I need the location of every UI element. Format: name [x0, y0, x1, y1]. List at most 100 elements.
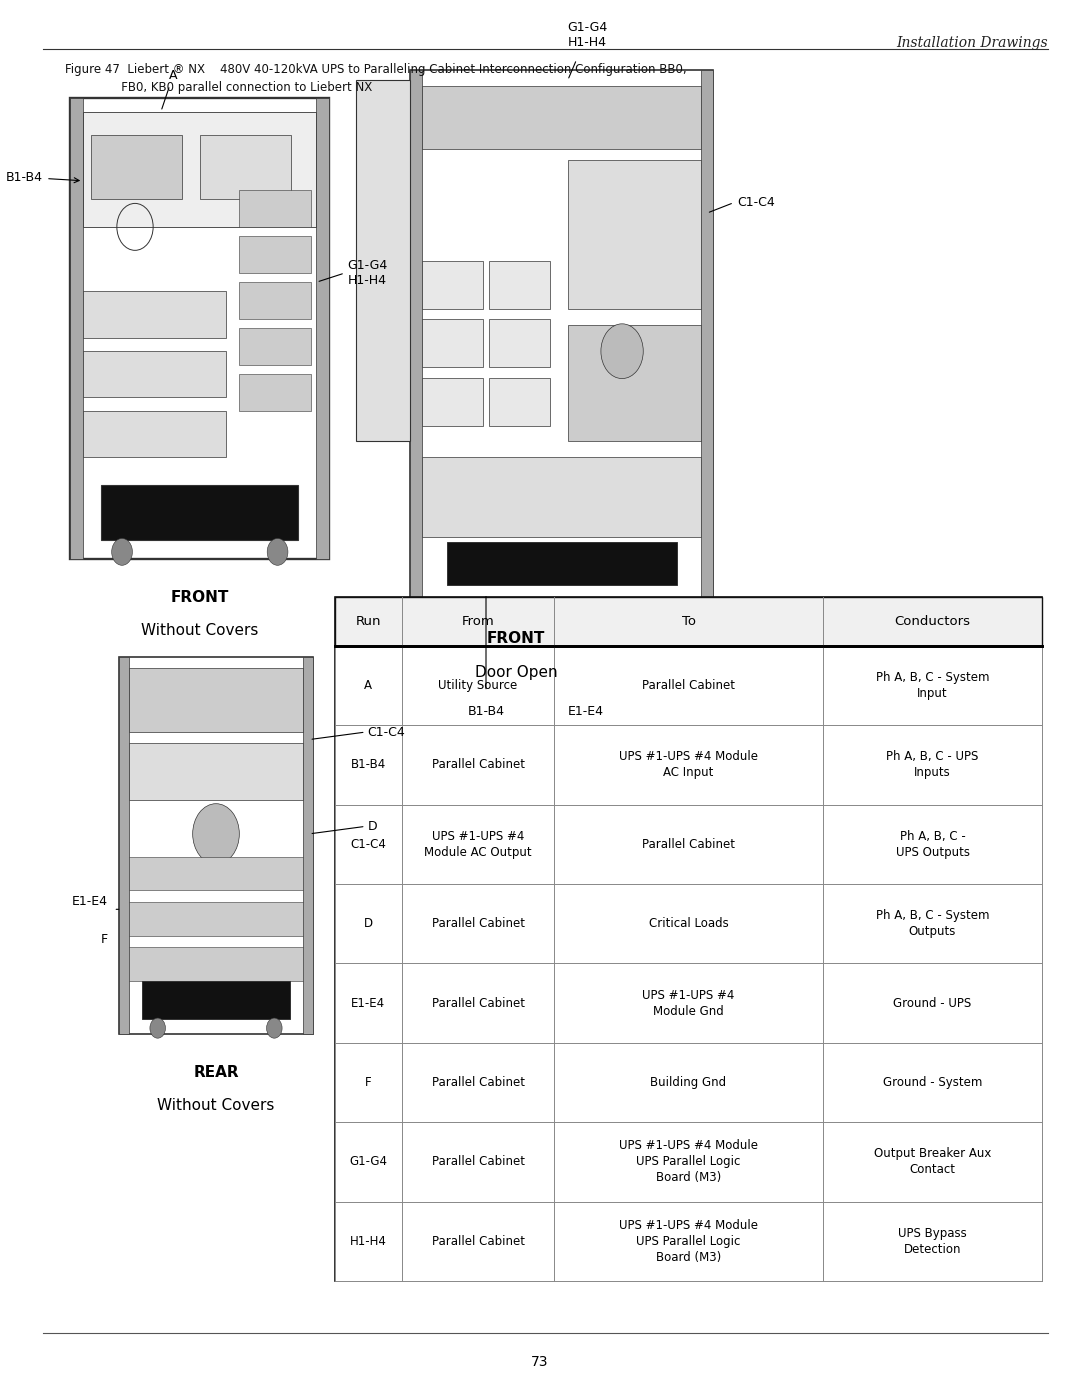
Text: Utility Source: Utility Source	[438, 679, 517, 692]
Text: F: F	[365, 1076, 372, 1090]
Text: From: From	[461, 615, 495, 627]
Text: G1-G4
H1-H4: G1-G4 H1-H4	[348, 258, 388, 286]
Bar	[335, 597, 1042, 1281]
Text: B1-B4: B1-B4	[6, 170, 79, 184]
Text: F: F	[100, 933, 108, 946]
Bar	[83, 351, 226, 398]
Bar	[422, 457, 701, 536]
Bar	[129, 902, 303, 936]
Text: REAR: REAR	[193, 1065, 239, 1080]
Text: A: A	[162, 70, 177, 109]
Bar	[335, 884, 1042, 964]
Bar	[447, 542, 676, 585]
Polygon shape	[356, 81, 410, 441]
Bar	[143, 981, 289, 1018]
Text: Door Open: Door Open	[475, 665, 557, 680]
Bar	[70, 98, 83, 559]
Text: UPS #1-UPS #4
Module AC Output: UPS #1-UPS #4 Module AC Output	[424, 830, 531, 859]
Bar	[83, 112, 316, 226]
Bar	[335, 1122, 1042, 1201]
Bar	[568, 324, 701, 441]
Bar	[568, 161, 701, 309]
Circle shape	[192, 803, 240, 863]
Text: Ph A, B, C - System
Input: Ph A, B, C - System Input	[876, 671, 989, 700]
Bar	[239, 282, 311, 319]
Text: A: A	[364, 679, 373, 692]
Text: Ph A, B, C - UPS
Inputs: Ph A, B, C - UPS Inputs	[887, 750, 978, 780]
Bar	[335, 805, 1042, 884]
Bar	[422, 377, 483, 426]
Text: D: D	[364, 918, 373, 930]
Bar	[83, 292, 226, 338]
Bar	[70, 98, 329, 559]
Text: Without Covers: Without Covers	[141, 623, 258, 638]
Text: Ground - System: Ground - System	[882, 1076, 982, 1090]
Bar	[489, 320, 550, 367]
Bar	[422, 261, 483, 309]
Bar	[303, 657, 313, 1034]
Text: Installation Drawings: Installation Drawings	[896, 36, 1048, 50]
Text: D: D	[367, 820, 377, 833]
Text: C1-C4: C1-C4	[351, 838, 387, 851]
Bar	[102, 485, 298, 541]
Bar	[410, 70, 422, 601]
Text: G1-G4: G1-G4	[350, 1155, 388, 1168]
Bar	[335, 1201, 1042, 1281]
Bar	[335, 1042, 1042, 1122]
Circle shape	[150, 1018, 165, 1038]
Circle shape	[600, 324, 644, 379]
Text: Ground - UPS: Ground - UPS	[893, 996, 972, 1010]
Bar	[83, 411, 226, 457]
Bar	[91, 134, 181, 200]
Bar	[239, 374, 311, 411]
Text: G1-G4
H1-H4: G1-G4 H1-H4	[568, 21, 608, 49]
Text: Without Covers: Without Covers	[158, 1098, 274, 1113]
Bar	[701, 70, 713, 601]
Bar	[410, 70, 713, 601]
Text: Building Gnd: Building Gnd	[650, 1076, 727, 1090]
Bar	[489, 377, 550, 426]
Bar	[129, 856, 303, 890]
Circle shape	[111, 538, 133, 566]
Text: Parallel Cabinet: Parallel Cabinet	[432, 918, 525, 930]
Text: UPS Bypass
Detection: UPS Bypass Detection	[899, 1227, 967, 1256]
Bar	[239, 236, 311, 272]
Text: C1-C4: C1-C4	[737, 196, 774, 210]
Text: UPS #1-UPS #4 Module
UPS Parallel Logic
Board (M3): UPS #1-UPS #4 Module UPS Parallel Logic …	[619, 1218, 758, 1264]
Text: Figure 47  Liebert ® NX    480V 40-120kVA UPS to Paralleling Cabinet Interconnec: Figure 47 Liebert ® NX 480V 40-120kVA UP…	[65, 63, 687, 75]
Text: FB0, KB0 parallel connection to Liebert NX: FB0, KB0 parallel connection to Liebert …	[65, 81, 372, 94]
Text: Parallel Cabinet: Parallel Cabinet	[642, 838, 735, 851]
Bar	[119, 657, 313, 1034]
Bar	[129, 947, 303, 981]
Text: Parallel Cabinet: Parallel Cabinet	[432, 996, 525, 1010]
Text: C1-C4: C1-C4	[367, 725, 405, 739]
Text: E1-E4: E1-E4	[72, 895, 108, 908]
Text: UPS #1-UPS #4 Module
UPS Parallel Logic
Board (M3): UPS #1-UPS #4 Module UPS Parallel Logic …	[619, 1140, 758, 1185]
Text: B1-B4: B1-B4	[351, 759, 386, 771]
Bar	[335, 597, 1042, 645]
Text: Critical Loads: Critical Loads	[649, 918, 728, 930]
Text: To: To	[681, 615, 696, 627]
Bar	[489, 261, 550, 309]
Text: FRONT: FRONT	[487, 631, 545, 647]
Text: Parallel Cabinet: Parallel Cabinet	[642, 679, 735, 692]
Bar	[335, 645, 1042, 725]
Text: FRONT: FRONT	[171, 590, 229, 605]
Text: E1-E4: E1-E4	[568, 705, 604, 718]
Bar	[239, 328, 311, 365]
Bar	[129, 743, 303, 800]
Text: Output Breaker Aux
Contact: Output Breaker Aux Contact	[874, 1147, 991, 1176]
Text: Conductors: Conductors	[894, 615, 971, 627]
Text: H1-H4: H1-H4	[350, 1235, 387, 1248]
Text: UPS #1-UPS #4 Module
AC Input: UPS #1-UPS #4 Module AC Input	[619, 750, 758, 780]
Circle shape	[267, 1018, 282, 1038]
Bar	[239, 190, 311, 226]
Circle shape	[267, 538, 288, 566]
Bar	[335, 964, 1042, 1042]
Bar	[316, 98, 329, 559]
Text: 73: 73	[531, 1355, 549, 1369]
Bar	[335, 725, 1042, 805]
Text: Parallel Cabinet: Parallel Cabinet	[432, 1235, 525, 1248]
Text: Ph A, B, C - System
Outputs: Ph A, B, C - System Outputs	[876, 909, 989, 939]
Bar	[422, 320, 483, 367]
